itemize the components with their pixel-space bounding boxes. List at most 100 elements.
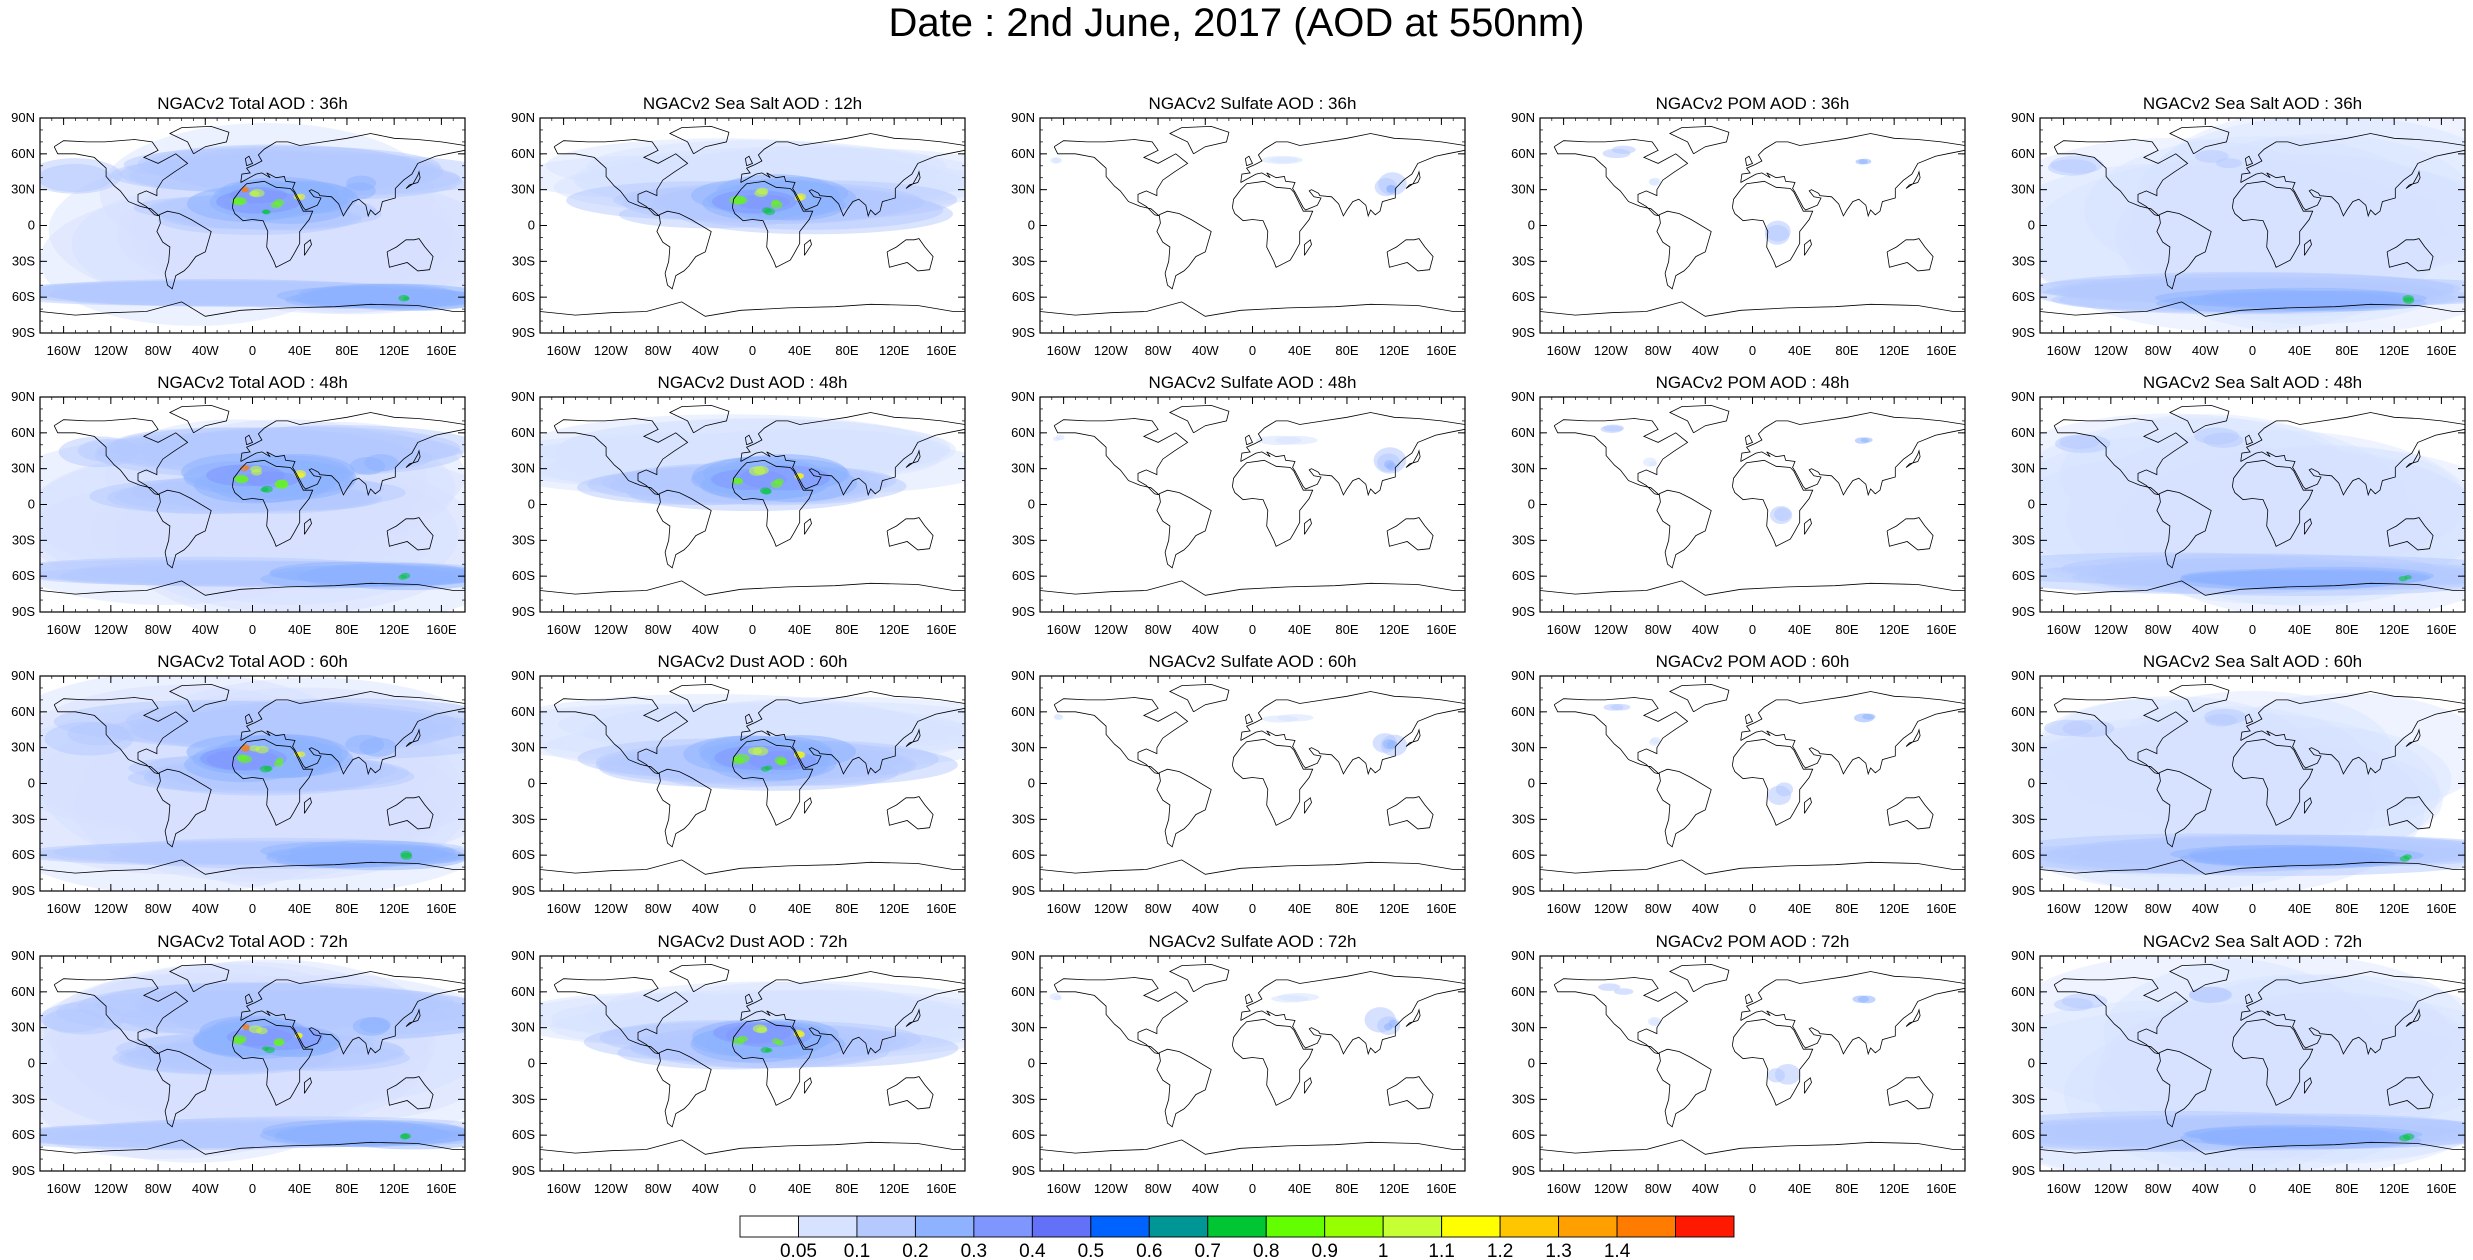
aod-region — [40, 194, 352, 326]
aod-region — [109, 841, 422, 862]
coastline — [1540, 1139, 1965, 1155]
lon-tick-label: 80E — [2335, 343, 2358, 358]
lat-tick-label: 60N — [1011, 704, 1035, 719]
aod-region — [2154, 289, 2350, 307]
aod-region — [114, 459, 465, 612]
coastline — [386, 517, 434, 551]
lon-tick-label: 80E — [2335, 901, 2358, 916]
coastline — [53, 139, 189, 217]
coastline — [1656, 1048, 1712, 1128]
lat-tick-label: 90S — [2012, 604, 2035, 619]
aod-region — [2203, 432, 2244, 448]
panel-title: NGACv2 Dust AOD : 72h — [658, 932, 848, 951]
coastline — [304, 797, 312, 814]
aod-region — [2253, 853, 2405, 867]
lat-tick-label: 90S — [1012, 1163, 1035, 1178]
map-panel: 160W 120W 80W 40W 0 40E 80E 120E 160E 90N 60N 30N 0 3… — [1511, 373, 1966, 637]
lon-tick-label: 40E — [1788, 343, 1811, 358]
aod-region — [1382, 739, 1395, 750]
coastline — [1156, 1048, 1212, 1128]
aod-region — [2188, 844, 2397, 864]
aod-region — [266, 846, 389, 864]
coastline — [656, 1048, 712, 1128]
lon-tick-label: 40E — [788, 343, 811, 358]
aod-region — [2194, 149, 2229, 163]
coastline — [168, 404, 230, 434]
coastline — [2405, 449, 2421, 468]
coastline — [1905, 728, 1921, 747]
aod-region — [185, 286, 437, 304]
aod-region — [2040, 413, 2373, 586]
aod-region — [2040, 726, 2322, 869]
lat-tick-label: 90N — [1011, 110, 1035, 125]
aod-region — [262, 209, 271, 215]
coastline — [1240, 691, 1465, 776]
colorbar-segment — [1148, 1215, 1209, 1238]
lon-tick-label: 160W — [2047, 1181, 2082, 1196]
coastline — [744, 155, 754, 167]
aod-region — [350, 457, 386, 475]
aod-region — [2403, 854, 2412, 860]
panel-title: NGACv2 Sulfate AOD : 60h — [1149, 652, 1357, 671]
lat-tick-label: 90N — [1511, 110, 1535, 125]
map-panel: 160W 120W 80W 40W 0 40E 80E 120E 160E 90N 60N 30N 0 3… — [1511, 94, 1966, 358]
lon-tick-label: 120W — [1094, 1181, 1129, 1196]
coastline — [1740, 971, 1965, 1056]
aod-field — [40, 122, 465, 326]
aod-region — [557, 703, 830, 746]
lat-tick-label: 0 — [28, 218, 35, 233]
lat-tick-label: 60N — [511, 146, 535, 161]
aod-region — [254, 987, 454, 1017]
lat-tick-label: 60N — [11, 704, 35, 719]
coastline — [2240, 691, 2465, 776]
lon-tick-label: 40W — [1692, 343, 1719, 358]
map-panel: 160W 120W 80W 40W 0 40E 80E 120E 160E 90N 60N 30N 0 3… — [1011, 652, 1466, 916]
coastline — [804, 518, 812, 535]
coastline — [2244, 434, 2254, 446]
aod-region — [188, 487, 432, 590]
aod-region — [64, 279, 401, 302]
aod-region — [752, 1024, 768, 1033]
lon-tick-label: 160E — [426, 1181, 457, 1196]
map-panel: 160W 120W 80W 40W 0 40E 80E 120E 160E 90N 60N 30N 0 3… — [1511, 652, 1966, 916]
aod-region — [49, 283, 411, 307]
lon-tick-label: 0 — [2249, 901, 2256, 916]
aod-region — [296, 566, 434, 586]
aod-region — [2259, 291, 2413, 305]
aod-region — [259, 765, 272, 773]
aod-region — [2200, 727, 2452, 834]
coastline — [405, 728, 421, 747]
lat-tick-label: 30S — [12, 253, 35, 268]
aod-region — [2180, 569, 2356, 585]
aod-region — [2252, 295, 2403, 310]
coastline — [1905, 170, 1921, 189]
aod-field — [1049, 993, 1401, 1035]
coastline — [1744, 993, 1754, 1005]
lon-tick-label: 80E — [835, 1181, 858, 1196]
aod-region — [2206, 693, 2465, 813]
figure-title: Date : 2nd June, 2017 (AOD at 550nm) — [888, 1, 1585, 45]
lat-tick-label: 30S — [512, 253, 535, 268]
lat-tick-label: 60S — [512, 847, 535, 862]
aod-region — [1855, 158, 1868, 165]
coastline — [1053, 697, 1189, 775]
aod-region — [2241, 295, 2405, 311]
coastline — [1740, 133, 1965, 218]
lon-tick-label: 40W — [2192, 343, 2219, 358]
aod-field — [2040, 413, 2465, 612]
coastline — [240, 971, 465, 1056]
aod-region — [136, 974, 465, 1140]
lon-tick-label: 40E — [1288, 622, 1311, 637]
aod-region — [125, 700, 411, 742]
aod-region — [299, 285, 406, 301]
aod-region — [40, 1002, 125, 1035]
coastline — [668, 125, 730, 155]
aod-region — [270, 561, 423, 583]
aod-region — [40, 556, 400, 583]
aod-region — [2201, 1133, 2355, 1148]
coastline — [2232, 459, 2314, 547]
coastline — [2304, 797, 2312, 814]
lat-tick-label: 90N — [2011, 110, 2035, 125]
colorbar-segment — [1616, 1215, 1676, 1238]
